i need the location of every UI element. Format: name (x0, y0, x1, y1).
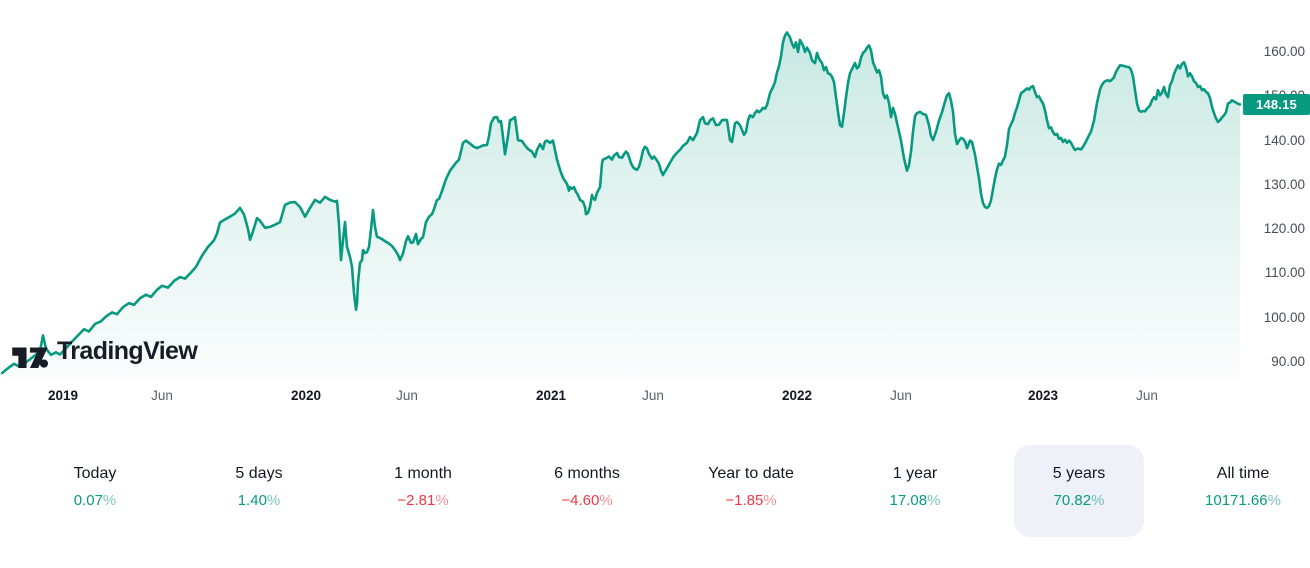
range-cell: 5 days 1.40% (177, 445, 341, 539)
range-change-value: −2.81% (397, 492, 449, 509)
range-button-6-months[interactable]: 6 months −4.60% (522, 445, 652, 537)
range-cell: 1 month −2.81% (341, 445, 505, 539)
price-scale-label: 120.00 (1263, 221, 1305, 236)
time-scale-label: 2021 (535, 388, 567, 403)
time-scale-label: 2022 (781, 388, 813, 403)
range-change-value: 1.40% (237, 492, 281, 509)
time-scale-label: Jun (1136, 388, 1158, 403)
time-scale: 2019 Jun 2020 Jun 2021 Jun 2022 Jun 2023 Jun (47, 388, 1158, 403)
range-button-all-time[interactable]: All time 10171.66% (1178, 445, 1308, 537)
price-scale-label: 140.00 (1263, 133, 1305, 148)
price-line (0, 31, 1242, 375)
price-chart[interactable]: 160.00150.00140.00130.00120.00110.00100.… (0, 0, 1310, 420)
range-change-value: −1.85% (725, 492, 777, 509)
range-label: 5 days (235, 465, 283, 482)
time-scale-label: 2019 (47, 388, 79, 403)
range-cell: Year to date −1.85% (669, 445, 833, 539)
time-scale-label: Jun (642, 388, 664, 403)
range-button-1-year[interactable]: 1 year 17.08% (850, 445, 980, 537)
price-scale-label: 160.00 (1263, 44, 1305, 59)
range-cell: 6 months −4.60% (505, 445, 669, 539)
range-label: 5 years (1052, 465, 1106, 482)
price-area-chart (0, 31, 1242, 378)
range-button-1-month[interactable]: 1 month −2.81% (358, 445, 488, 537)
time-scale-label: Jun (151, 388, 173, 403)
range-cell: 1 year 17.08% (833, 445, 997, 539)
range-label: 6 months (554, 465, 620, 482)
price-scale-label: 110.00 (1264, 265, 1305, 280)
range-selector: Today 0.07% 5 days 1.40% 1 month −2.81% 6 mont… (13, 445, 1310, 539)
range-cell: 5 years 70.82% (997, 445, 1161, 539)
price-scale-label: 90.00 (1271, 354, 1305, 369)
range-label: Today (73, 465, 117, 482)
range-change-value: −4.60% (561, 492, 613, 509)
price-area-fill (2, 32, 1240, 378)
time-scale-label: Jun (890, 388, 912, 403)
tradingview-logo[interactable]: TradingView (12, 336, 198, 368)
tradingview-logo-icon (12, 347, 49, 368)
range-change-value: 70.82% (1053, 492, 1105, 509)
tradingview-logo-text: TradingView (57, 337, 198, 365)
price-scale-label: 100.00 (1263, 310, 1305, 325)
range-label: All time (1216, 465, 1270, 482)
range-change-value: 0.07% (73, 492, 117, 509)
range-button-year-to-date[interactable]: Year to date −1.85% (686, 445, 816, 537)
range-change-value: 17.08% (889, 492, 941, 509)
range-label: Year to date (708, 465, 794, 482)
price-scale-label: 130.00 (1263, 177, 1305, 192)
time-scale-label: 2023 (1027, 388, 1059, 403)
time-scale-label: 2020 (290, 388, 322, 403)
range-cell: All time 10171.66% (1161, 445, 1310, 539)
last-price-value: 148.15 (1256, 97, 1297, 112)
range-button-5-years[interactable]: 5 years 70.82% (1014, 445, 1144, 537)
range-button-5-days[interactable]: 5 days 1.40% (194, 445, 324, 537)
range-label: 1 year (892, 465, 938, 482)
last-price-badge: 148.15 (1243, 94, 1310, 115)
range-change-value: 10171.66% (1205, 492, 1281, 509)
range-cell: Today 0.07% (13, 445, 177, 539)
range-button-today[interactable]: Today 0.07% (30, 445, 160, 537)
time-scale-label: Jun (396, 388, 418, 403)
range-label: 1 month (394, 465, 452, 482)
